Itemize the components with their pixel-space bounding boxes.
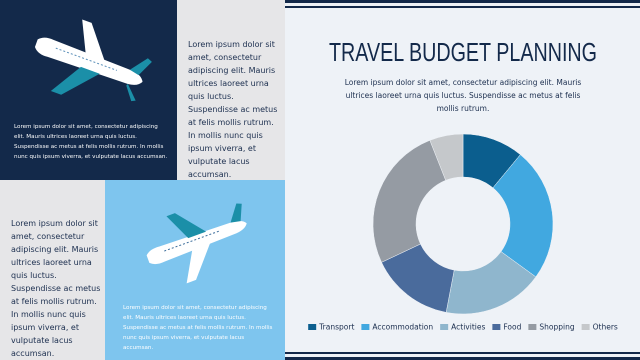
- plane-icon: [146, 203, 247, 284]
- caption: Lorem ipsum dolor sit amet, consectetur …: [14, 124, 168, 160]
- donut-slice: [492, 154, 554, 278]
- legend-swatch: [308, 324, 317, 330]
- legend-label: Food: [503, 323, 521, 332]
- plane-icon: [34, 19, 152, 102]
- donut-slice: [429, 133, 464, 181]
- gray-panel: Lorem ipsum dolor sit amet, consectetur …: [0, 180, 105, 360]
- blue-panel: Lorem ipsum dolor sit amet, consectetur …: [105, 180, 285, 360]
- legend-swatch: [581, 324, 590, 330]
- legend-label: Accommodation: [372, 323, 433, 332]
- stripe: [285, 6, 640, 8]
- legend-label: Transport: [318, 323, 354, 332]
- stripe: [285, 352, 640, 354]
- navy-panel: Lorem ipsum dolor sit amet, consectetur …: [0, 0, 177, 180]
- legend-swatch: [528, 324, 537, 330]
- gray-panel: Lorem ipsum dolor sit amet, consectetur …: [177, 0, 285, 180]
- chart-title: TRAVEL BUDGET PLANNING: [329, 37, 597, 67]
- legend-swatch: [361, 324, 370, 330]
- legend-label: Shopping: [539, 323, 574, 332]
- subtitle: Lorem ipsum dolor sit amet, consectetur …: [344, 78, 582, 113]
- legend-swatch: [492, 324, 501, 330]
- caption: Lorem ipsum dolor sit amet, consectetur …: [123, 305, 273, 351]
- donut-slice: [372, 139, 447, 263]
- body-text: Lorem ipsum dolor sit amet, consectetur …: [11, 219, 101, 358]
- stripe: [285, 357, 640, 360]
- body-text: Lorem ipsum dolor sit amet, consectetur …: [188, 40, 278, 179]
- legend-swatch: [440, 324, 449, 330]
- stripe: [285, 0, 640, 3]
- legend-label: Activities: [451, 323, 485, 332]
- legend-label: Others: [593, 323, 618, 332]
